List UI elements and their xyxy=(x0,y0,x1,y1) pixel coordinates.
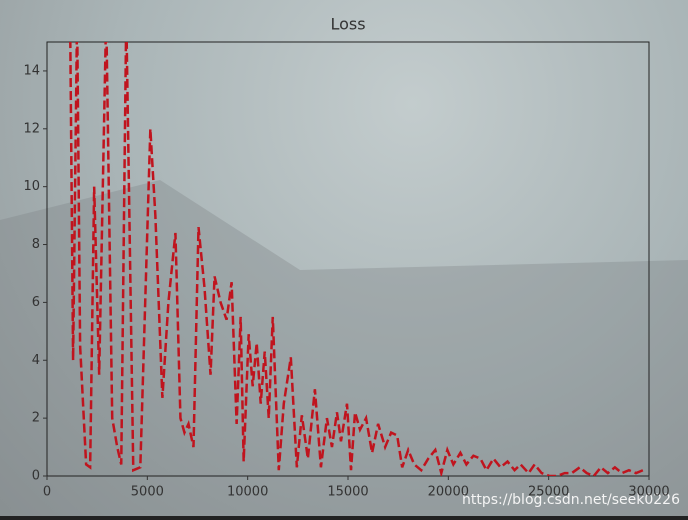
x-tick-label: 0 xyxy=(43,485,51,500)
y-tick-label: 10 xyxy=(23,179,40,194)
x-tick-label: 25000 xyxy=(528,485,569,500)
y-tick-label: 12 xyxy=(23,121,40,136)
x-tick-label: 15000 xyxy=(327,485,368,500)
y-tick-label: 2 xyxy=(32,411,40,426)
loss-line xyxy=(69,42,644,476)
x-tick-label: 30000 xyxy=(628,485,669,500)
x-tick-label: 5000 xyxy=(131,485,164,500)
y-tick-label: 4 xyxy=(32,353,40,368)
y-tick-label: 6 xyxy=(32,295,40,310)
watermark: https://blog.csdn.net/seek0226 xyxy=(462,492,680,508)
x-tick-label: 10000 xyxy=(227,485,268,500)
y-tick-label: 0 xyxy=(32,469,40,484)
x-tick-label: 20000 xyxy=(428,485,469,500)
y-tick-label: 8 xyxy=(32,237,40,252)
background-shape xyxy=(0,180,688,520)
chart-title: Loss xyxy=(330,15,365,34)
y-tick-label: 14 xyxy=(23,63,40,78)
bottom-edge xyxy=(0,516,688,520)
